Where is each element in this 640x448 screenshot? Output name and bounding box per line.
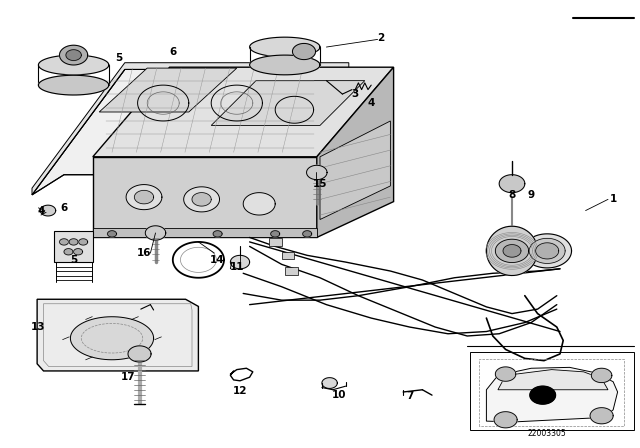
Text: 5: 5 [70, 255, 77, 265]
Text: 16: 16 [137, 248, 151, 258]
Polygon shape [536, 243, 559, 259]
Polygon shape [69, 239, 78, 245]
Polygon shape [32, 69, 349, 195]
Polygon shape [60, 239, 68, 245]
Polygon shape [74, 249, 83, 255]
Bar [285, 267, 298, 275]
Polygon shape [523, 234, 572, 268]
Polygon shape [317, 67, 394, 237]
Text: 8: 8 [508, 190, 516, 200]
Polygon shape [230, 255, 250, 269]
Polygon shape [320, 121, 390, 220]
Text: 6: 6 [60, 203, 68, 213]
Polygon shape [64, 249, 73, 255]
Polygon shape [591, 368, 612, 383]
Polygon shape [37, 299, 198, 371]
Polygon shape [156, 231, 164, 237]
Text: 10: 10 [332, 390, 346, 400]
Polygon shape [307, 165, 327, 180]
Text: 1: 1 [609, 194, 617, 204]
Polygon shape [99, 68, 237, 112]
Polygon shape [32, 63, 349, 195]
Polygon shape [486, 226, 538, 276]
Polygon shape [134, 190, 154, 204]
Polygon shape [70, 317, 154, 360]
Polygon shape [250, 37, 320, 57]
Text: 7: 7 [406, 392, 413, 401]
Text: 13: 13 [31, 322, 45, 332]
Polygon shape [213, 231, 222, 237]
Text: 12: 12 [233, 386, 247, 396]
Polygon shape [529, 238, 565, 263]
Polygon shape [303, 231, 312, 237]
Text: 6: 6 [169, 47, 177, 56]
Polygon shape [128, 346, 151, 362]
Polygon shape [495, 367, 516, 381]
Polygon shape [495, 239, 529, 263]
Text: 15: 15 [313, 179, 327, 189]
Polygon shape [250, 55, 320, 75]
Polygon shape [93, 157, 317, 237]
Polygon shape [93, 67, 394, 157]
Polygon shape [79, 239, 88, 245]
Bar [282, 252, 294, 259]
Polygon shape [66, 50, 81, 60]
Polygon shape [494, 412, 517, 428]
Text: 9: 9 [527, 190, 535, 200]
Polygon shape [93, 228, 317, 237]
Polygon shape [108, 231, 116, 237]
Text: 11: 11 [230, 262, 244, 271]
Text: 14: 14 [211, 255, 225, 265]
Polygon shape [486, 367, 618, 422]
Polygon shape [503, 245, 521, 257]
Text: 5: 5 [115, 53, 122, 63]
Polygon shape [498, 370, 608, 390]
Polygon shape [292, 43, 316, 60]
Polygon shape [38, 75, 109, 95]
Polygon shape [271, 231, 280, 237]
Polygon shape [590, 408, 613, 424]
Polygon shape [145, 226, 166, 240]
Polygon shape [192, 193, 211, 206]
Text: 4: 4 [38, 206, 45, 215]
Polygon shape [243, 193, 275, 215]
Polygon shape [126, 185, 162, 210]
Polygon shape [322, 378, 337, 388]
Polygon shape [184, 187, 220, 212]
Polygon shape [530, 386, 556, 404]
Text: 4: 4 [367, 98, 375, 108]
Polygon shape [211, 81, 365, 125]
Polygon shape [40, 205, 56, 216]
Polygon shape [38, 55, 109, 75]
Text: 22003305: 22003305 [527, 429, 566, 438]
Polygon shape [54, 231, 93, 262]
Polygon shape [60, 45, 88, 65]
Polygon shape [499, 175, 525, 193]
Bar [269, 238, 282, 246]
Text: 2: 2 [377, 33, 385, 43]
Text: 3: 3 [351, 89, 359, 99]
Text: 17: 17 [121, 372, 135, 382]
